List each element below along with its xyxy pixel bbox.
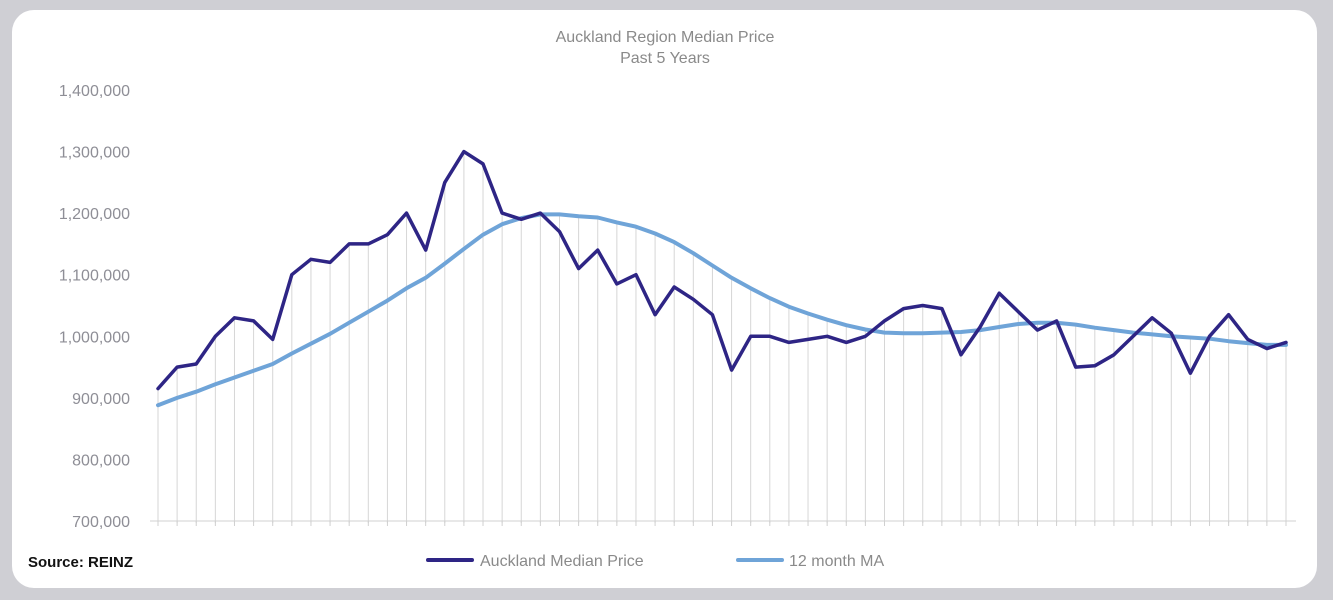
series-lines — [156, 149, 1288, 408]
y-tick-label: 1,100,000 — [59, 268, 130, 285]
series-line-median-price — [156, 149, 1288, 391]
x-axis — [150, 520, 1296, 526]
y-tick-label: 1,400,000 — [59, 83, 130, 100]
y-tick-label: 1,300,000 — [59, 145, 130, 162]
y-tick-label: 700,000 — [72, 514, 130, 531]
y-tick-label: 1,000,000 — [59, 329, 130, 346]
y-tick-label: 800,000 — [72, 452, 130, 469]
chart-subtitle: Past 5 Years — [620, 50, 710, 67]
y-axis-ticks: 700,000 800,000 900,000 1,000,000 1,100,000 1… — [59, 83, 130, 531]
legend-label-ma: 12 month MA — [789, 553, 884, 570]
y-tick-label: 1,200,000 — [59, 206, 130, 223]
source-note: Source: REINZ — [28, 554, 133, 571]
series-line-12-month-ma — [156, 212, 1288, 408]
chart-title: Auckland Region Median Price — [556, 29, 775, 46]
legend-label-median: Auckland Median Price — [480, 553, 644, 570]
y-tick-label: 900,000 — [72, 391, 130, 408]
legend: Auckland Median Price 12 month MA — [426, 553, 884, 570]
